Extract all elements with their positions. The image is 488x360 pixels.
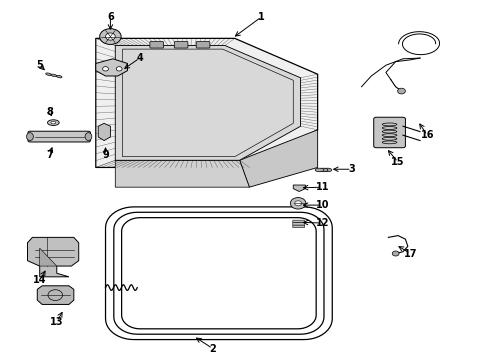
Text: 14: 14: [33, 275, 46, 285]
FancyBboxPatch shape: [373, 117, 405, 148]
Text: 4: 4: [136, 53, 143, 63]
Text: 1: 1: [258, 12, 264, 22]
Ellipse shape: [56, 75, 62, 78]
FancyBboxPatch shape: [174, 41, 187, 48]
Text: 2: 2: [209, 343, 216, 354]
Text: 13: 13: [50, 317, 63, 327]
Ellipse shape: [51, 74, 57, 77]
Text: 15: 15: [390, 157, 404, 167]
Ellipse shape: [319, 168, 327, 172]
Polygon shape: [40, 248, 57, 266]
Circle shape: [397, 88, 405, 94]
Text: 6: 6: [107, 12, 114, 22]
Circle shape: [116, 67, 122, 71]
Circle shape: [105, 33, 115, 40]
Text: 7: 7: [46, 150, 53, 160]
Text: 16: 16: [420, 130, 433, 140]
Polygon shape: [115, 45, 300, 160]
Ellipse shape: [85, 133, 92, 140]
Polygon shape: [37, 286, 74, 305]
FancyBboxPatch shape: [28, 131, 90, 142]
Polygon shape: [98, 123, 110, 140]
Circle shape: [294, 201, 301, 206]
Circle shape: [102, 67, 108, 71]
Polygon shape: [239, 130, 317, 187]
Text: 10: 10: [315, 200, 328, 210]
Text: 8: 8: [46, 107, 53, 117]
FancyBboxPatch shape: [292, 223, 304, 225]
Text: 17: 17: [403, 248, 416, 258]
Text: 3: 3: [347, 164, 354, 174]
Ellipse shape: [323, 168, 331, 172]
Text: 12: 12: [315, 218, 328, 228]
Ellipse shape: [51, 121, 56, 124]
FancyBboxPatch shape: [150, 41, 163, 48]
Text: 5: 5: [36, 60, 43, 70]
Polygon shape: [115, 160, 249, 187]
Polygon shape: [96, 39, 317, 167]
FancyBboxPatch shape: [292, 220, 304, 223]
Circle shape: [290, 198, 305, 209]
Circle shape: [391, 251, 398, 256]
Ellipse shape: [26, 133, 33, 140]
Polygon shape: [293, 185, 305, 192]
Text: 9: 9: [102, 150, 109, 160]
Ellipse shape: [315, 168, 324, 172]
FancyBboxPatch shape: [292, 225, 304, 228]
FancyBboxPatch shape: [196, 41, 209, 48]
Polygon shape: [27, 237, 79, 277]
Ellipse shape: [47, 120, 59, 126]
Circle shape: [100, 29, 121, 44]
Ellipse shape: [45, 73, 51, 76]
Polygon shape: [96, 59, 127, 76]
Text: 11: 11: [315, 182, 328, 192]
